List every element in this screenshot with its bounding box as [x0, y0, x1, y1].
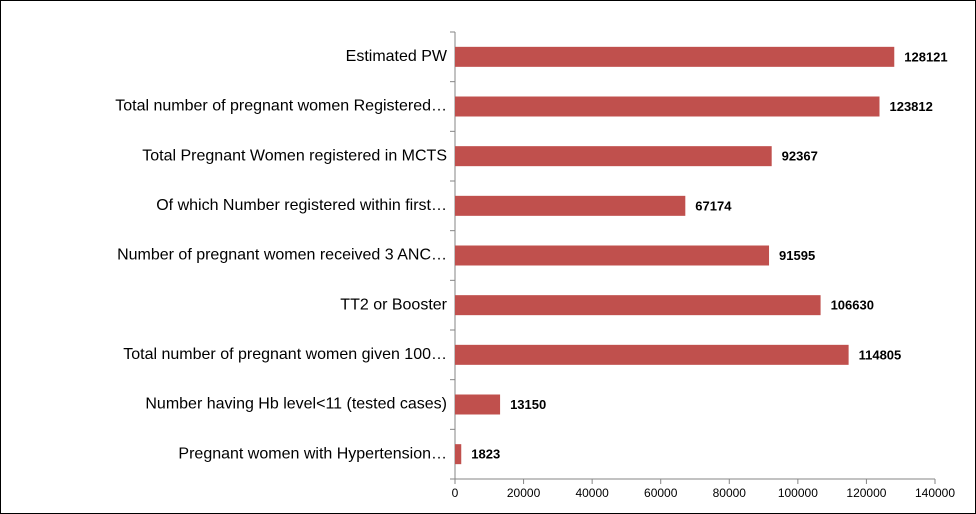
y-tick-label: Estimated PW [346, 48, 448, 65]
bar [455, 444, 462, 465]
value-label: 114805 [859, 347, 902, 362]
value-label: 123812 [889, 99, 932, 114]
y-tick-label: Total number of pregnant women given 100… [123, 346, 447, 363]
bar [455, 46, 895, 67]
x-tick-label: 120000 [846, 486, 886, 500]
y-tick-label: Total Pregnant Women registered in MCTS [142, 147, 447, 164]
y-tick-label: Of which Number registered within first… [156, 197, 447, 214]
value-label: 128121 [904, 49, 947, 64]
x-tick-label: 40000 [575, 486, 609, 500]
bar [455, 96, 880, 117]
y-tick-label: Number of pregnant women received 3 ANC… [117, 247, 447, 264]
value-label: 106630 [831, 298, 874, 313]
bar [455, 295, 821, 316]
x-tick-label: 80000 [713, 486, 747, 500]
y-tick-label: Total number of pregnant women Registere… [115, 98, 447, 115]
value-label: 1823 [471, 447, 500, 462]
bar [455, 195, 686, 216]
y-tick-label: Pregnant women with Hypertension… [178, 445, 447, 462]
value-label: 91595 [779, 248, 815, 263]
x-tick-label: 60000 [644, 486, 678, 500]
x-tick-label: 100000 [778, 486, 818, 500]
value-label: 92367 [782, 149, 818, 164]
bar [455, 394, 501, 415]
x-tick-label: 20000 [507, 486, 541, 500]
x-tick-label: 0 [452, 486, 459, 500]
value-label: 13150 [510, 397, 546, 412]
y-tick-label: TT2 or Booster [340, 296, 447, 313]
y-tick-label: Number having Hb level<11 (tested cases) [145, 396, 447, 413]
value-label: 67174 [695, 198, 732, 213]
bar [455, 245, 770, 266]
bar [455, 146, 772, 167]
bar [455, 344, 849, 365]
x-tick-label: 140000 [915, 486, 955, 500]
